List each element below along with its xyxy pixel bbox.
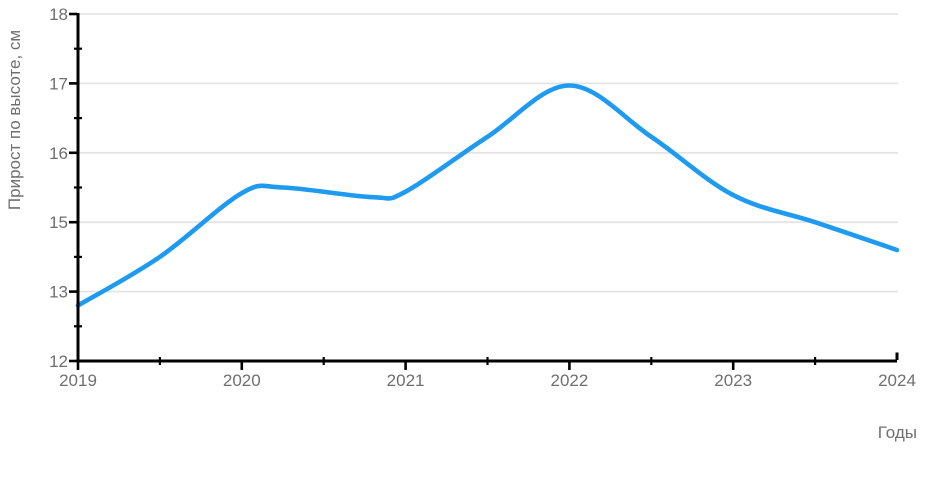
x-tick-label: 2019 bbox=[59, 371, 97, 390]
y-tick-label: 16 bbox=[49, 144, 68, 163]
y-tick-label: 18 bbox=[49, 5, 68, 24]
y-tick-label: 17 bbox=[49, 74, 68, 93]
y-tick-label: 13 bbox=[49, 283, 68, 302]
x-tick-label: 2021 bbox=[387, 371, 425, 390]
x-tick-label: 2022 bbox=[550, 371, 588, 390]
y-axis-title: Прирост по высоте, см bbox=[5, 29, 24, 211]
y-tick-label: 12 bbox=[49, 352, 68, 371]
x-axis-title: Годы bbox=[877, 423, 917, 442]
x-tick-label: 2024 bbox=[878, 371, 916, 390]
x-tick-label: 2020 bbox=[223, 371, 261, 390]
x-tick-label: 2023 bbox=[714, 371, 752, 390]
data-curve bbox=[75, 83, 900, 308]
y-tick-label: 15 bbox=[49, 213, 68, 232]
